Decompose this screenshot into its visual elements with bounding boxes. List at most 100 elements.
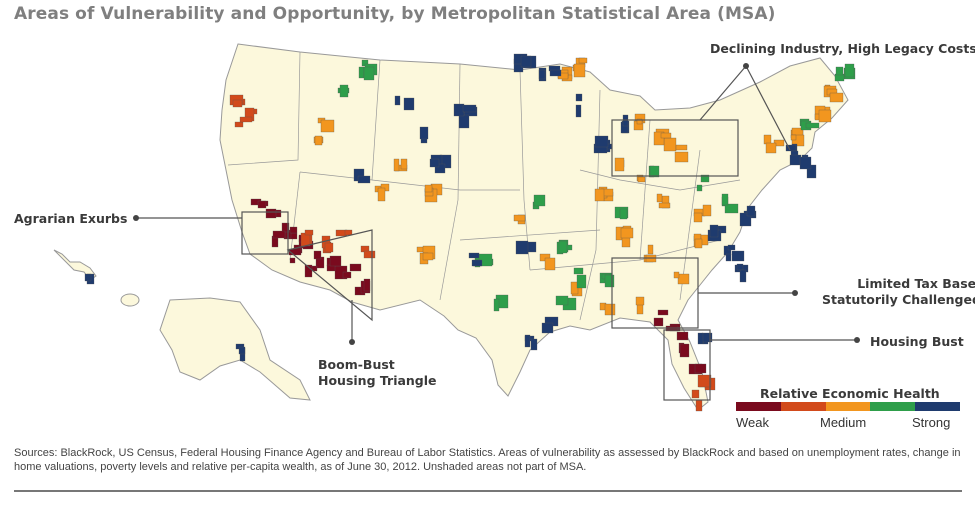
- msa-patch-strong-5-17-2: [746, 205, 756, 217]
- msa-patch-strong-5-7-3: [594, 135, 609, 148]
- msa-patch-weak_medium-2-0-2: [304, 229, 314, 236]
- msa-patch-medium-3-24-2: [791, 134, 805, 147]
- msa-patch-medium_strong-4-10-3: [844, 63, 855, 78]
- msa-patch-strong-5-9-2: [709, 224, 719, 238]
- legend-swatch-1: [736, 402, 781, 411]
- msa-patch-weak_medium-2-4-2: [232, 99, 243, 108]
- msa-patch-medium_strong-4-9-2: [721, 193, 729, 206]
- msa-patch-medium-3-14-0: [677, 273, 690, 285]
- msa-patch-strong-5-12-1: [515, 240, 529, 255]
- msa-patch-strong-5-2-1: [458, 114, 470, 129]
- msa-layer: [84, 53, 856, 412]
- msa-patch-weak-0-9-0: [289, 257, 296, 264]
- state-border-12: [459, 229, 601, 241]
- msa-patch-medium_strong-4-8-1: [696, 184, 703, 192]
- state-border-9: [639, 119, 651, 261]
- msa-patch-medium-3-23-2: [765, 142, 777, 154]
- legend-medium-label: Medium: [820, 415, 867, 430]
- msa-patch-strong-5-6-0: [575, 104, 582, 118]
- msa-patch-weak_medium-2-8-1: [691, 389, 700, 399]
- msa-patch-weak_medium-2-6-1: [239, 116, 253, 123]
- msa-patch-weak-0-1-1: [265, 208, 277, 219]
- msa-patch-medium-3-28-2: [400, 158, 408, 170]
- msa-patch-weak-0-4-1: [313, 250, 322, 260]
- msa-patch-medium_strong-4-9-1: [724, 203, 739, 214]
- msa-patch-medium-3-25-3: [818, 109, 832, 123]
- msa-patch-medium_strong-4-5-1: [493, 298, 500, 312]
- msa-patch-weak-0-2-2: [289, 226, 298, 234]
- msa-patch-medium_strong-4-4-0: [573, 267, 584, 275]
- msa-patch-medium_strong-4-4-1: [576, 274, 587, 289]
- callout-agrarian-exurbs: Agrarian Exurbs: [14, 211, 128, 226]
- msa-patch-medium-3-10-1: [658, 202, 671, 209]
- callout-boom-bust: Boom-Bust Housing Triangle: [318, 357, 437, 389]
- msa-patch-medium-3-21-1: [513, 214, 526, 222]
- msa-patch-medium-3-14-1: [673, 271, 680, 279]
- msa-patch-strong-5-16-2: [697, 332, 704, 345]
- msa-patch-medium-3-5-3: [660, 132, 672, 139]
- msa-patch-medium-3-28-1: [393, 158, 400, 172]
- callout-boom-line2: Housing Triangle: [318, 373, 437, 388]
- msa-patch-medium-3-3-1: [314, 135, 323, 146]
- msa-patch-medium_strong-4-8-0: [700, 174, 710, 183]
- msa-patch-weak-1-1-0: [676, 331, 689, 341]
- legend-swatch-3: [825, 402, 871, 411]
- msa-patch-strong-5-22-2: [238, 346, 246, 355]
- state-border-11: [529, 239, 721, 271]
- msa-patch-weak-0-10-1: [304, 264, 313, 278]
- msa-patch-weak_medium-2-3-1: [363, 250, 376, 259]
- state-border-1: [227, 51, 301, 166]
- land-layer: [53, 43, 849, 411]
- msa-patch-medium-3-26-3: [829, 92, 844, 103]
- msa-patch-medium_strong-4-11-2: [805, 122, 820, 129]
- msa-patch-medium-3-8-1: [637, 176, 646, 183]
- msa-patch-medium-3-11-1: [693, 212, 703, 223]
- msa-patch-medium_strong-4-1-1: [339, 84, 349, 98]
- msa-patch-weak-0-6-0: [342, 271, 352, 279]
- msa-patch-strong-5-6-1: [575, 93, 583, 102]
- declining-industry-leader: [699, 65, 791, 151]
- state-border-3: [457, 63, 461, 201]
- msa-patch-medium-3-6-1: [675, 144, 688, 151]
- hawaii-big-island-shape: [120, 293, 140, 307]
- msa-patch-strong-5-5-0: [403, 97, 415, 111]
- msa-patch-strong-5-4-2: [434, 163, 446, 174]
- msa-patch-medium_strong-4-0-3: [363, 66, 375, 81]
- msa-patch-weak_medium-2-2-1: [344, 229, 353, 236]
- us-msa-map: [53, 43, 860, 412]
- callout-limited-tax-base: Limited Tax Base, Statutorily Challenged: [822, 276, 975, 308]
- msa-patch-medium-3-5-2: [653, 131, 665, 146]
- sources-note: Sources: BlackRock, US Census, Federal H…: [14, 447, 961, 473]
- msa-patch-weak-0-2-3: [281, 222, 290, 233]
- legend-swatch-5: [915, 402, 960, 411]
- msa-patch-strong-5-0-3: [520, 55, 532, 68]
- msa-patch-strong-5-11-1: [736, 263, 744, 271]
- agrarian-exurbs-box: [241, 211, 289, 255]
- msa-patch-medium-3-18-1: [635, 296, 645, 306]
- state-border-4: [371, 179, 520, 191]
- msa-patch-strong-5-14-1: [524, 334, 531, 348]
- callout-boxes: [133, 63, 860, 401]
- msa-patch-strong-5-11-2: [739, 269, 747, 283]
- msa-patch-strong-5-19-2: [799, 156, 812, 170]
- msa-patch-strong-5-1-1: [538, 69, 546, 80]
- msa-patch-medium-3-20-3: [424, 184, 433, 193]
- msa-patch-medium_strong-4-13-1: [555, 295, 569, 306]
- msa-patch-weak-0-8-1: [272, 230, 286, 239]
- msa-patch-medium-3-7-1: [614, 157, 625, 172]
- limited-tax-dot: [792, 290, 798, 296]
- msa-patch-medium-3-9-3: [594, 188, 605, 202]
- msa-patch-weak_medium-2-1-2: [324, 242, 334, 253]
- msa-patch-medium-3-19-3: [422, 252, 434, 261]
- msa-patch-medium_strong-4-7-1: [649, 165, 660, 178]
- msa-patch-strong-5-5-1: [394, 95, 401, 106]
- msa-patch-strong-5-19-0: [806, 164, 817, 179]
- msa-patch-medium-3-22-1: [544, 257, 556, 271]
- msa-patch-medium-3-13-0: [647, 244, 654, 255]
- msa-patch-weak-1-0-1: [653, 317, 664, 327]
- msa-patch-strong-5-15-2: [471, 259, 483, 267]
- msa-patch-weak_medium-2-8-0: [695, 399, 703, 412]
- msa-patch-medium_strong-4-14-2: [604, 274, 615, 288]
- msa-patch-strong-5-13-1: [541, 322, 554, 334]
- msa-patch-medium-3-2-1: [320, 119, 335, 133]
